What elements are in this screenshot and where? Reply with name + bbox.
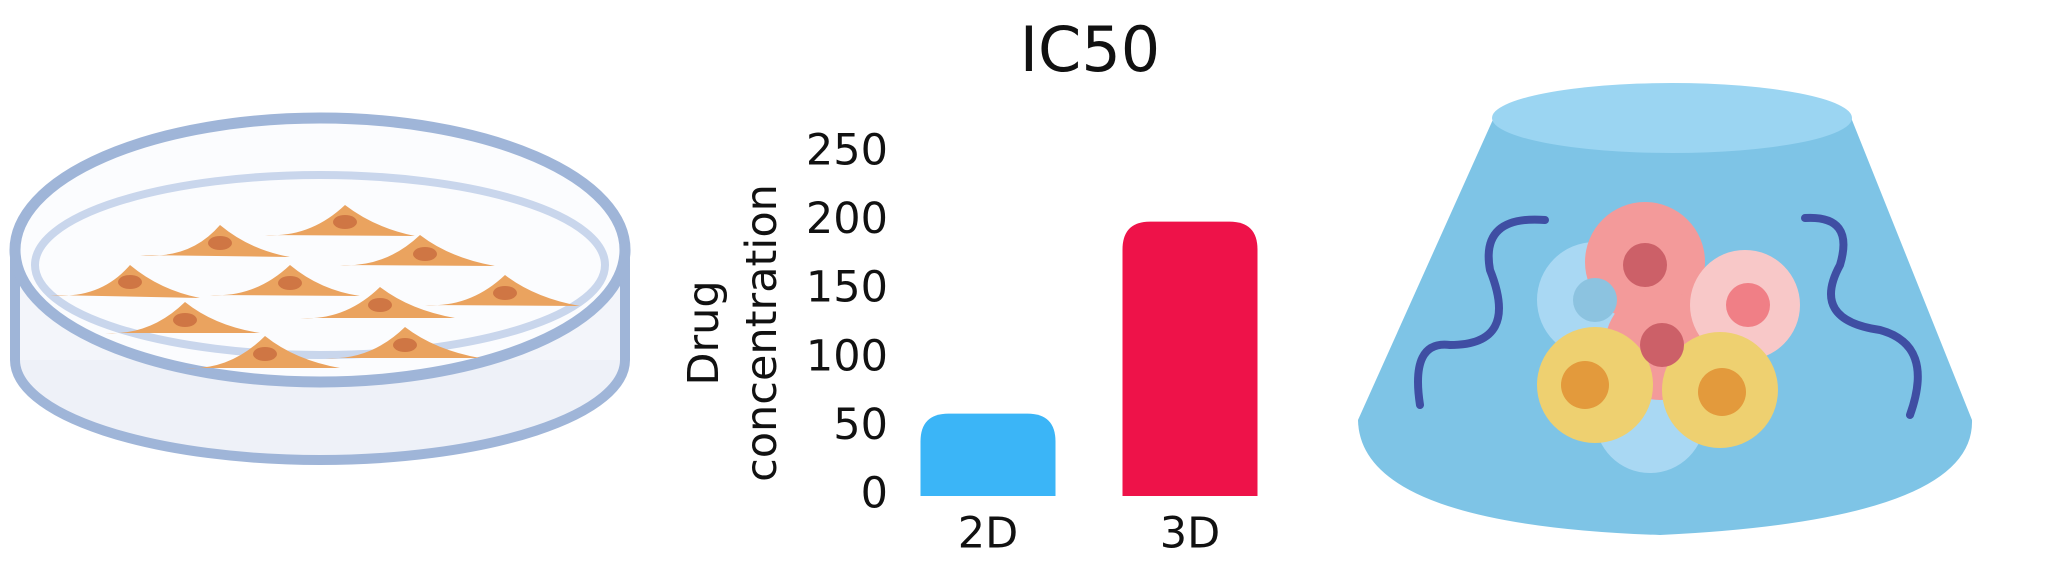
y-tick-label: 200 bbox=[806, 194, 888, 244]
x-tick-label: 3D bbox=[1160, 509, 1220, 559]
petri-dish-illustration bbox=[9, 112, 631, 465]
bar bbox=[1122, 221, 1258, 496]
y-tick-label: 250 bbox=[806, 126, 888, 176]
y-tick-label: 50 bbox=[833, 400, 888, 450]
spheroid-illustration bbox=[1358, 83, 1973, 535]
y-tick-label: 150 bbox=[806, 263, 888, 313]
y-tick-label: 0 bbox=[861, 469, 888, 519]
bar bbox=[920, 413, 1056, 496]
chart-title: IC50 bbox=[1020, 13, 1160, 86]
y-axis-label: Drug concentration bbox=[679, 184, 787, 482]
x-tick-label: 2D bbox=[958, 509, 1018, 559]
y-tick-label: 100 bbox=[806, 331, 888, 381]
